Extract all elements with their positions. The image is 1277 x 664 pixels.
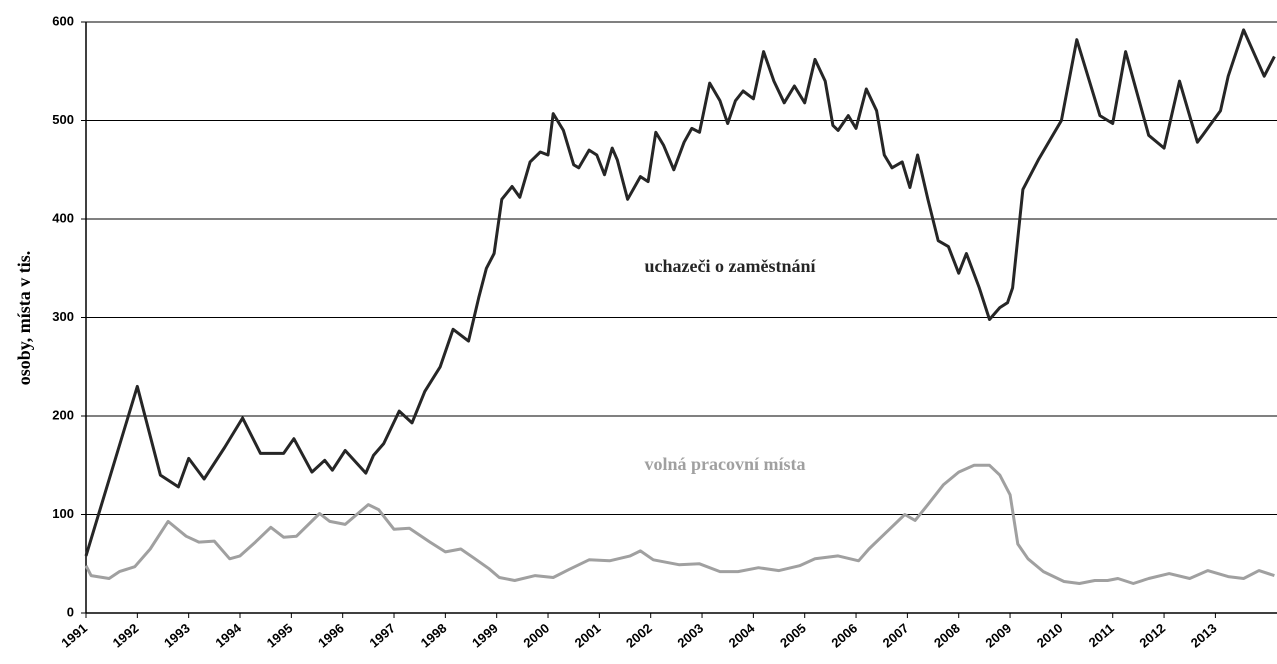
x-tick-label: 1999: [469, 620, 501, 650]
y-tick-label: 100: [52, 506, 74, 521]
annotation: uchazeči o zaměstnání: [645, 256, 817, 276]
x-tick-label: 1998: [418, 620, 450, 650]
y-tick-label: 200: [52, 407, 74, 422]
x-tick-label: 1991: [58, 620, 90, 650]
x-tick-label: 2004: [726, 620, 758, 651]
y-tick-label: 300: [52, 309, 74, 324]
x-tick-label: 1996: [315, 620, 347, 650]
x-tick-label: 2009: [982, 620, 1014, 650]
x-tick-label: 1992: [110, 620, 142, 650]
x-tick-label: 2000: [520, 620, 552, 650]
x-tick-label: 2001: [572, 620, 604, 650]
x-tick-label: 2012: [1136, 620, 1168, 650]
x-tick-label: 1993: [161, 620, 193, 650]
y-tick-label: 500: [52, 112, 74, 127]
x-tick-label: 2006: [828, 620, 860, 650]
x-tick-label: 2008: [931, 620, 963, 650]
series-line: [84, 28, 1276, 557]
annotation: volná pracovní místa: [644, 454, 805, 474]
x-tick-label: 1997: [366, 620, 398, 650]
x-tick-label: 1995: [264, 620, 296, 650]
x-tick-label: 2005: [777, 620, 809, 650]
y-tick-label: 400: [52, 210, 74, 225]
y-tick-label: 0: [67, 604, 74, 619]
x-tick-label: 2013: [1188, 620, 1220, 650]
x-tick-label: 2007: [880, 620, 912, 650]
x-tick-label: 2003: [674, 620, 706, 650]
x-tick-label: 2011: [1086, 620, 1117, 650]
y-tick-label: 600: [52, 13, 74, 28]
series-line: [84, 463, 1275, 585]
x-tick-label: 2002: [623, 620, 655, 650]
y-axis-label: osoby, místa v tis.: [14, 251, 34, 386]
x-tick-label: 1994: [212, 620, 244, 651]
x-tick-label: 2010: [1034, 620, 1066, 650]
